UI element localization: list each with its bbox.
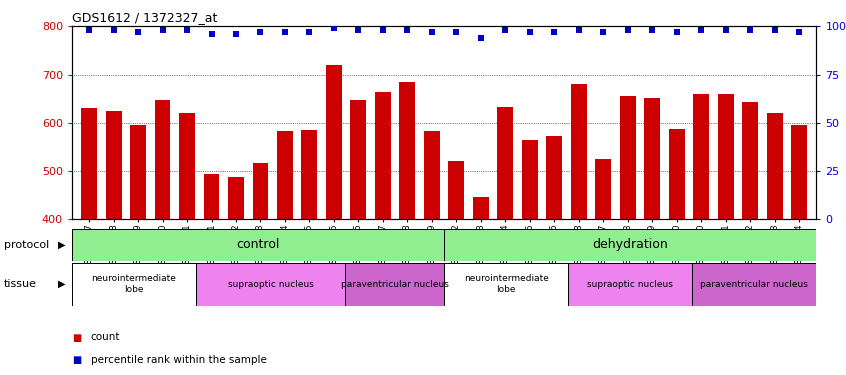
- Point: [596, 29, 610, 35]
- Bar: [645, 98, 660, 219]
- Bar: [106, 111, 122, 219]
- Point: [621, 27, 634, 33]
- Point: [744, 27, 757, 33]
- Text: percentile rank within the sample: percentile rank within the sample: [91, 355, 266, 365]
- Bar: [444, 262, 569, 306]
- Text: GDS1612 / 1372327_at: GDS1612 / 1372327_at: [72, 11, 217, 24]
- Point: [254, 29, 267, 35]
- Bar: [326, 65, 342, 219]
- Bar: [694, 94, 709, 219]
- Bar: [130, 125, 146, 219]
- Bar: [301, 130, 317, 219]
- Bar: [547, 136, 563, 219]
- Bar: [448, 161, 464, 219]
- Bar: [399, 82, 415, 219]
- Bar: [375, 92, 391, 219]
- Point: [156, 27, 169, 33]
- Point: [449, 29, 463, 35]
- Point: [426, 29, 439, 35]
- Bar: [669, 129, 684, 219]
- Bar: [692, 262, 816, 306]
- Text: tissue: tissue: [4, 279, 37, 289]
- Point: [474, 35, 487, 41]
- Bar: [444, 229, 816, 261]
- Text: supraoptic nucleus: supraoptic nucleus: [228, 280, 313, 289]
- Text: paraventricular nucleus: paraventricular nucleus: [700, 280, 808, 289]
- Text: count: count: [91, 333, 120, 342]
- Point: [303, 29, 316, 35]
- Point: [376, 27, 390, 33]
- Point: [695, 27, 708, 33]
- Text: control: control: [236, 238, 280, 251]
- Bar: [228, 177, 244, 219]
- Bar: [569, 262, 692, 306]
- Bar: [620, 96, 636, 219]
- Point: [572, 27, 585, 33]
- Text: ▶: ▶: [58, 279, 65, 289]
- Text: ▶: ▶: [58, 240, 65, 250]
- Point: [547, 29, 561, 35]
- Point: [352, 27, 365, 33]
- Point: [670, 29, 684, 35]
- Point: [768, 27, 782, 33]
- Bar: [522, 140, 538, 219]
- Point: [401, 27, 415, 33]
- Bar: [571, 84, 587, 219]
- Point: [793, 29, 806, 35]
- Bar: [497, 107, 514, 219]
- Point: [229, 31, 243, 37]
- Point: [180, 27, 194, 33]
- Text: protocol: protocol: [4, 240, 49, 250]
- Text: neurointermediate
lobe: neurointermediate lobe: [464, 274, 548, 294]
- Text: neurointermediate
lobe: neurointermediate lobe: [91, 274, 176, 294]
- Bar: [350, 100, 366, 219]
- Bar: [791, 125, 807, 219]
- Point: [205, 31, 218, 37]
- Bar: [742, 102, 758, 219]
- Bar: [277, 130, 293, 219]
- Point: [82, 27, 96, 33]
- Point: [498, 27, 512, 33]
- Point: [645, 27, 659, 33]
- Bar: [717, 94, 733, 219]
- Bar: [72, 229, 444, 261]
- Text: ■: ■: [72, 333, 81, 342]
- Bar: [473, 196, 489, 219]
- Point: [278, 29, 292, 35]
- Bar: [196, 262, 345, 306]
- Bar: [766, 113, 783, 219]
- Text: dehydration: dehydration: [592, 238, 668, 251]
- Point: [719, 27, 733, 33]
- Text: supraoptic nucleus: supraoptic nucleus: [587, 280, 673, 289]
- Bar: [596, 159, 612, 219]
- Bar: [204, 174, 219, 219]
- Point: [523, 29, 536, 35]
- Text: ■: ■: [72, 355, 81, 365]
- Bar: [179, 113, 195, 219]
- Bar: [81, 108, 97, 219]
- Bar: [252, 164, 268, 219]
- Bar: [72, 262, 196, 306]
- Point: [107, 27, 120, 33]
- Point: [131, 29, 145, 35]
- Point: [327, 25, 341, 31]
- Bar: [155, 100, 171, 219]
- Text: paraventricular nucleus: paraventricular nucleus: [341, 280, 448, 289]
- Bar: [424, 130, 440, 219]
- Bar: [345, 262, 444, 306]
